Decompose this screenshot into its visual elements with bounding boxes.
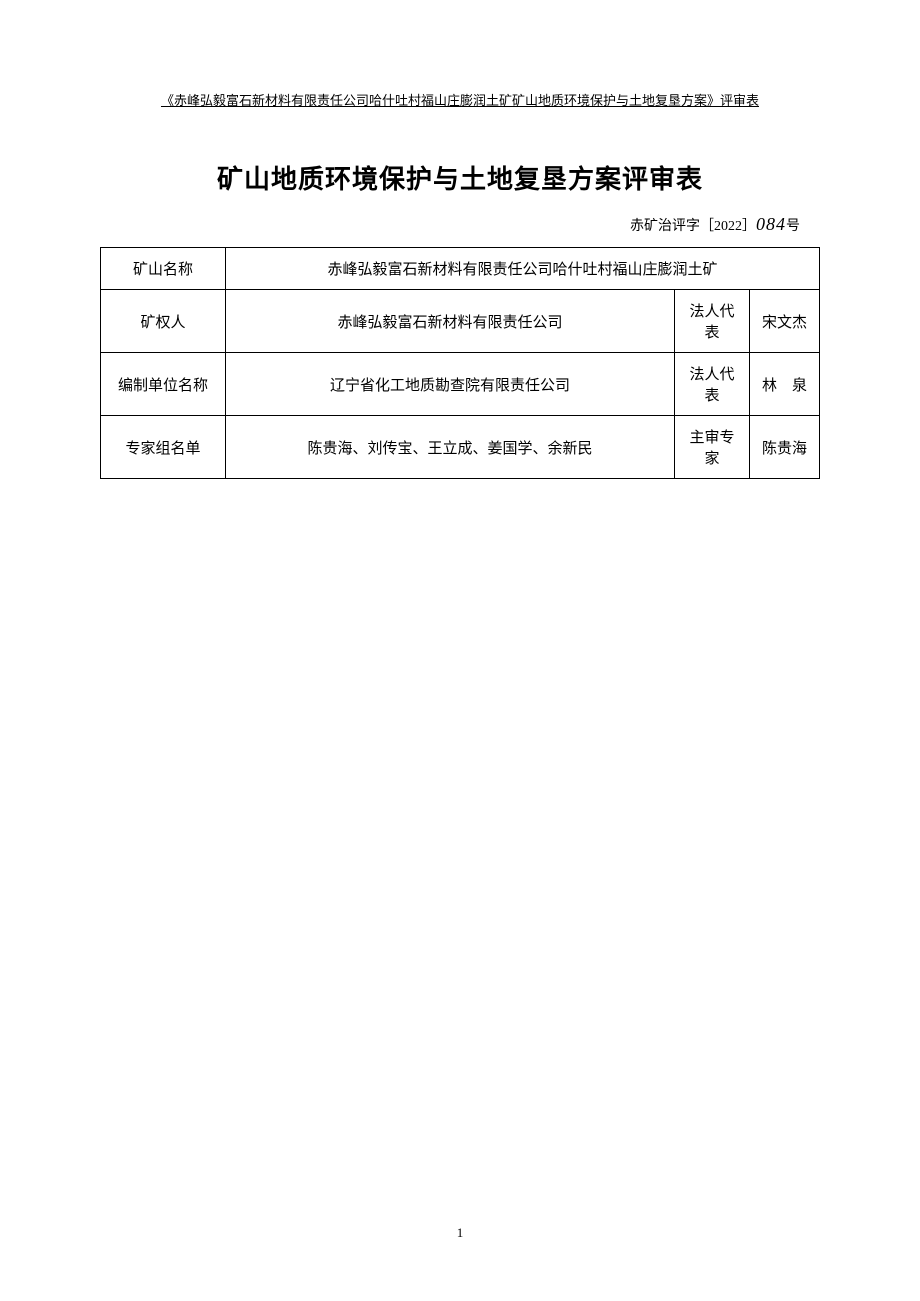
document-title: 矿山地质环境保护与土地复垦方案评审表 — [100, 159, 820, 196]
owner-rep-value: 宋文杰 — [750, 290, 820, 353]
owner-value: 赤峰弘毅富石新材料有限责任公司 — [226, 290, 675, 353]
experts-value: 陈贵海、刘传宝、王立成、姜国学、余新民 — [226, 416, 675, 479]
doc-number-suffix: 号 — [786, 219, 800, 234]
experts-label: 专家组名单 — [101, 416, 226, 479]
document-number: 赤矿治评字［2022］084号 — [100, 214, 820, 235]
page-number: 1 — [0, 1225, 920, 1241]
compiler-label: 编制单位名称 — [101, 353, 226, 416]
chief-expert-value: 陈贵海 — [750, 416, 820, 479]
info-table: 矿山名称 赤峰弘毅富石新材料有限责任公司哈什吐村福山庄膨润土矿 矿权人 赤峰弘毅… — [100, 247, 820, 479]
compiler-rep-label: 法人代表 — [675, 353, 750, 416]
doc-number-prefix: 赤矿治评字［2022］ — [630, 219, 756, 234]
owner-rep-label: 法人代表 — [675, 290, 750, 353]
table-row: 矿权人 赤峰弘毅富石新材料有限责任公司 法人代表 宋文杰 — [101, 290, 820, 353]
compiler-value: 辽宁省化工地质勘查院有限责任公司 — [226, 353, 675, 416]
header-underline-text: 《赤峰弘毅富石新材料有限责任公司哈什吐村福山庄膨润土矿矿山地质环境保护与土地复垦… — [100, 90, 820, 109]
owner-label: 矿权人 — [101, 290, 226, 353]
mine-name-value: 赤峰弘毅富石新材料有限责任公司哈什吐村福山庄膨润土矿 — [226, 248, 820, 290]
compiler-rep-value: 林 泉 — [750, 353, 820, 416]
doc-number-handwritten: 084 — [756, 214, 786, 234]
document-page: 《赤峰弘毅富石新材料有限责任公司哈什吐村福山庄膨润土矿矿山地质环境保护与土地复垦… — [0, 0, 920, 539]
mine-name-label: 矿山名称 — [101, 248, 226, 290]
table-row: 矿山名称 赤峰弘毅富石新材料有限责任公司哈什吐村福山庄膨润土矿 — [101, 248, 820, 290]
chief-expert-label: 主审专家 — [675, 416, 750, 479]
table-row: 编制单位名称 辽宁省化工地质勘查院有限责任公司 法人代表 林 泉 — [101, 353, 820, 416]
table-row: 专家组名单 陈贵海、刘传宝、王立成、姜国学、余新民 主审专家 陈贵海 — [101, 416, 820, 479]
